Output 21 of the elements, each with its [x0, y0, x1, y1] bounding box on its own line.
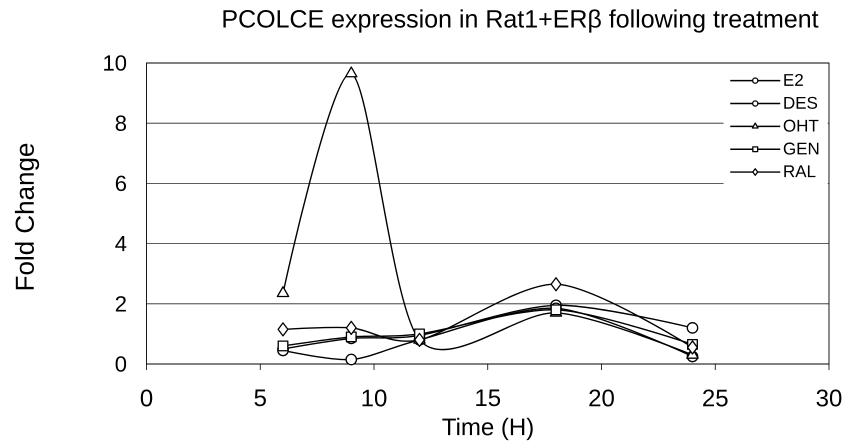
x-tick-label: 10	[362, 390, 386, 407]
y-tick-label: 2	[116, 296, 126, 312]
y-tick-label: 0	[116, 356, 126, 372]
legend-label: E2	[784, 74, 803, 86]
y-tick-label: 8	[116, 115, 126, 131]
x-axis-title: Time (H)	[442, 418, 533, 440]
x-tick-label: 0	[140, 390, 152, 407]
legend-label: OHT	[784, 120, 818, 132]
y-tick-label: 6	[116, 176, 126, 192]
x-tick-label: 15	[476, 390, 500, 406]
x-tick-label: 25	[703, 390, 728, 407]
y-tick-label: 4	[115, 236, 126, 252]
legend-label: RAL	[784, 165, 816, 178]
chart-title: PCOLCE expression in Rat1+ERβ following treatment	[223, 9, 818, 33]
legend-label: GEN	[784, 142, 818, 155]
legend-label: DES	[784, 96, 818, 109]
x-tick-label: 5	[254, 390, 266, 406]
y-tick-label: 10	[104, 55, 126, 71]
y-axis-title: Fold Change	[14, 144, 40, 290]
x-tick-label: 30	[816, 390, 842, 407]
x-tick-label: 20	[589, 390, 614, 407]
